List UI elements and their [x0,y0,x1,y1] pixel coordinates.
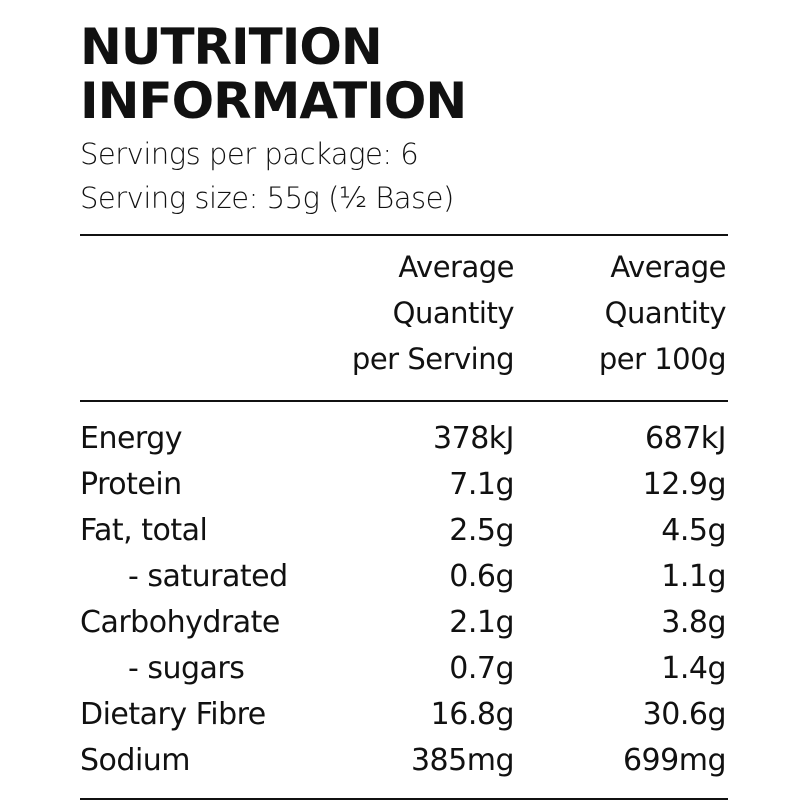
nutrient-label: - saturated [128,559,288,594]
per-100g-value: 1.4g [661,651,726,686]
per-serving-value: 385mg [410,743,515,778]
header-spacer [80,244,338,382]
nutrient-label: Carbohydrate [80,605,280,640]
header-per-serving-line: Quantity [392,296,515,330]
nutrient-label: Sodium [80,743,191,778]
header-per-serving-line: per Serving [351,342,515,376]
per-100g-value: 4.5g [661,513,726,548]
table-row: Sodium 385mg 699mg [80,738,728,784]
nutrient-label: Energy [80,421,183,456]
column-headers: Average Quantity per Serving Average Qua… [80,244,728,382]
header-divider [80,400,728,402]
panel-title: NUTRITION INFORMATION [80,20,728,128]
nutrient-label: Protein [80,467,182,502]
serving-info: Servings per package: 6 Serving size: 55… [80,132,728,220]
per-100g-value: 3.8g [661,605,726,640]
per-serving-value: 378kJ [433,421,514,456]
per-serving-value: 0.6g [449,559,514,594]
nutrition-panel: NUTRITION INFORMATION Servings per packa… [80,20,728,800]
nutrient-label: - sugars [128,651,245,686]
per-serving-value: 0.7g [449,651,514,686]
table-row: - saturated 0.6g 1.1g [80,554,728,600]
table-row: Protein 7.1g 12.9g [80,462,728,508]
per-serving-value: 16.8g [430,697,515,732]
per-serving-value: 2.5g [449,513,514,548]
header-per-100g: Average Quantity per 100g [514,244,727,382]
header-per-100g-line: Average [610,250,726,284]
table-row: Dietary Fibre 16.8g 30.6g [80,692,728,738]
per-100g-value: 1.1g [661,559,726,594]
header-per-100g-line: per 100g [598,342,727,376]
per-100g-value: 30.6g [642,697,727,732]
title-line-1: NUTRITION [80,18,383,76]
header-per-serving: Average Quantity per Serving [338,244,515,382]
header-per-100g-line: Quantity [604,296,727,330]
per-100g-value: 699mg [622,743,727,778]
table-row: Fat, total 2.5g 4.5g [80,508,728,554]
bottom-divider [80,798,728,800]
servings-per-package: Servings per package: 6 [80,137,419,171]
per-100g-value: 687kJ [645,421,726,456]
top-divider [80,234,728,236]
nutrient-label: Fat, total [80,513,208,548]
header-per-serving-line: Average [398,250,514,284]
table-row: Energy 378kJ 687kJ [80,416,728,462]
table-row: - sugars 0.7g 1.4g [80,646,728,692]
nutrient-table: Energy 378kJ 687kJ Protein 7.1g 12.9g Fat, tot… [80,416,728,784]
serving-size: Serving size: 55g (½ Base) [80,181,454,215]
per-100g-value: 12.9g [642,467,727,502]
title-line-2: INFORMATION [80,72,467,130]
per-serving-value: 7.1g [449,467,514,502]
table-row: Carbohydrate 2.1g 3.8g [80,600,728,646]
per-serving-value: 2.1g [449,605,514,640]
nutrient-label: Dietary Fibre [80,697,266,732]
